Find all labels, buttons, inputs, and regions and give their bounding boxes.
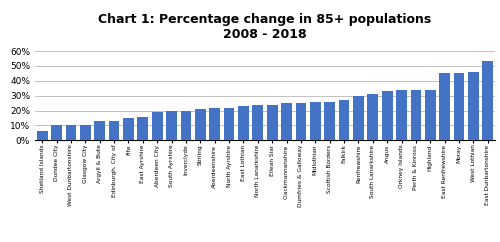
Bar bbox=[368, 94, 378, 140]
Bar bbox=[281, 103, 292, 140]
Bar bbox=[152, 112, 162, 140]
Bar bbox=[468, 72, 479, 140]
Bar bbox=[353, 96, 364, 140]
Title: Chart 1: Percentage change in 85+ populations
2008 - 2018: Chart 1: Percentage change in 85+ popula… bbox=[98, 13, 431, 41]
Bar bbox=[195, 109, 205, 140]
Bar bbox=[310, 102, 320, 140]
Bar bbox=[210, 108, 220, 140]
Bar bbox=[396, 90, 407, 140]
Bar bbox=[482, 61, 493, 140]
Bar bbox=[108, 121, 120, 140]
Bar bbox=[180, 111, 192, 140]
Bar bbox=[267, 105, 278, 140]
Bar bbox=[324, 102, 335, 140]
Bar bbox=[224, 108, 234, 140]
Bar bbox=[252, 105, 263, 140]
Bar bbox=[338, 100, 349, 140]
Bar bbox=[94, 121, 105, 140]
Bar bbox=[66, 125, 76, 140]
Bar bbox=[454, 73, 464, 140]
Bar bbox=[123, 118, 134, 140]
Bar bbox=[382, 91, 392, 140]
Bar bbox=[410, 90, 422, 140]
Bar bbox=[138, 117, 148, 140]
Bar bbox=[37, 131, 48, 140]
Bar bbox=[80, 125, 90, 140]
Bar bbox=[238, 106, 249, 140]
Bar bbox=[440, 73, 450, 140]
Bar bbox=[296, 103, 306, 140]
Bar bbox=[166, 111, 177, 140]
Bar bbox=[51, 125, 62, 140]
Bar bbox=[425, 90, 436, 140]
